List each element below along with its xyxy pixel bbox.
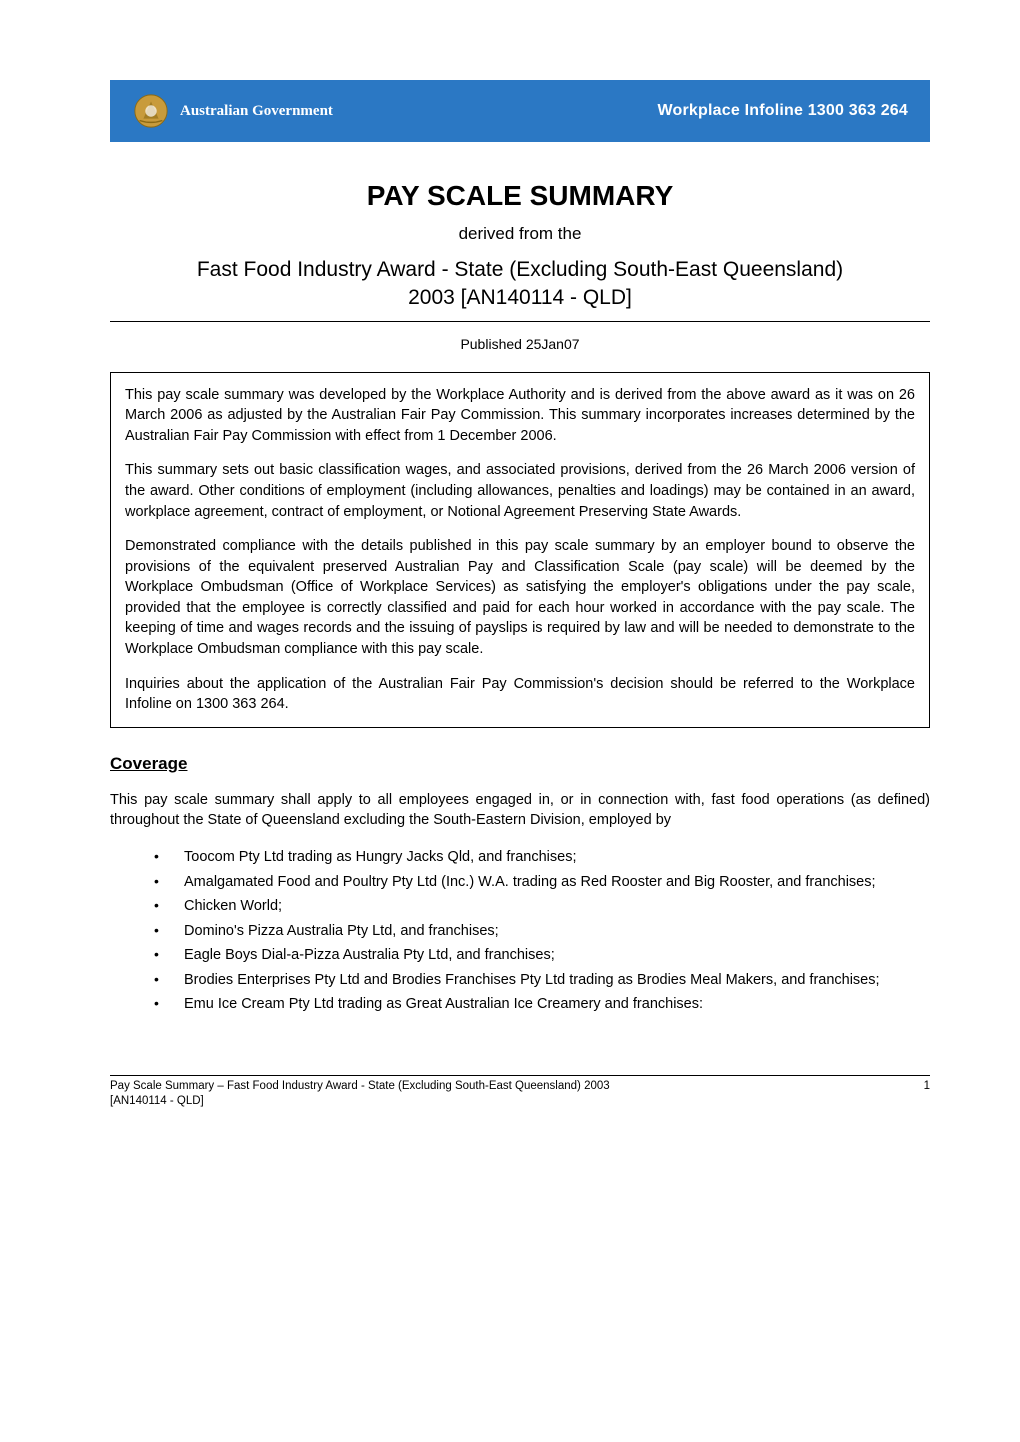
list-item: Brodies Enterprises Pty Ltd and Brodies …	[154, 970, 930, 991]
info-box: This pay scale summary was developed by …	[110, 372, 930, 728]
page-title: PAY SCALE SUMMARY	[110, 180, 930, 212]
australian-crest-icon	[132, 92, 170, 130]
award-title: Fast Food Industry Award - State (Exclud…	[110, 256, 930, 322]
footer-line1: Pay Scale Summary – Fast Food Industry A…	[110, 1080, 610, 1092]
document-page: Australian Government Workplace Infoline…	[0, 0, 1020, 1149]
coverage-intro: This pay scale summary shall apply to al…	[110, 790, 930, 831]
list-item: Amalgamated Food and Poultry Pty Ltd (In…	[154, 872, 930, 893]
list-item: Eagle Boys Dial-a-Pizza Australia Pty Lt…	[154, 945, 930, 966]
footer-page-number: 1	[924, 1079, 930, 1094]
list-item: Domino's Pizza Australia Pty Ltd, and fr…	[154, 921, 930, 942]
published-date: Published 25Jan07	[110, 336, 930, 352]
footer-line2: [AN140114 - QLD]	[110, 1095, 204, 1107]
page-footer: Pay Scale Summary – Fast Food Industry A…	[110, 1075, 930, 1109]
info-para-4: Inquiries about the application of the A…	[125, 674, 915, 715]
info-para-1: This pay scale summary was developed by …	[125, 385, 915, 447]
info-para-3: Demonstrated compliance with the details…	[125, 536, 915, 659]
info-para-2: This summary sets out basic classificati…	[125, 460, 915, 522]
footer-left: Pay Scale Summary – Fast Food Industry A…	[110, 1079, 904, 1109]
list-item: Chicken World;	[154, 896, 930, 917]
award-title-line1: Fast Food Industry Award - State (Exclud…	[197, 258, 843, 281]
infoline-text: Workplace Infoline 1300 363 264	[658, 102, 908, 120]
banner-left-group: Australian Government	[132, 92, 333, 130]
award-title-line2: 2003 [AN140114 - QLD]	[408, 286, 632, 309]
government-label: Australian Government	[180, 103, 333, 120]
coverage-list: Toocom Pty Ltd trading as Hungry Jacks Q…	[110, 847, 930, 1015]
list-item: Toocom Pty Ltd trading as Hungry Jacks Q…	[154, 847, 930, 868]
coverage-heading: Coverage	[110, 754, 930, 774]
list-item: Emu Ice Cream Pty Ltd trading as Great A…	[154, 994, 930, 1015]
header-banner: Australian Government Workplace Infoline…	[110, 80, 930, 142]
derived-from-text: derived from the	[110, 224, 930, 244]
